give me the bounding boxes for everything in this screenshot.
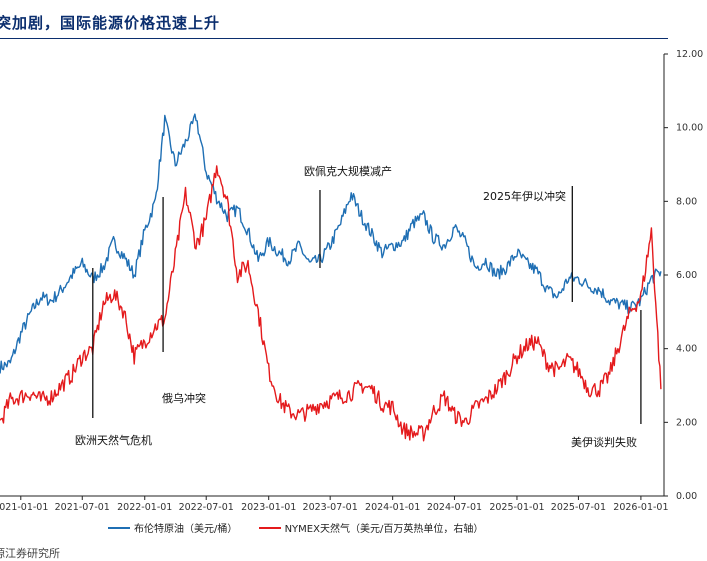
series-layer <box>0 113 662 442</box>
right-y-tick-label: 0.00 <box>676 491 697 502</box>
annotation-label: 欧洲天然气危机 <box>75 433 152 447</box>
brent-series-line <box>0 113 662 374</box>
gas-series-line <box>0 165 662 442</box>
right-y-tick-label: 2.00 <box>676 417 697 428</box>
chart-axes: 2021-01-01 2021-07-01 2022-01-01 2022-07-01… <box>0 49 703 513</box>
annotation-label: 2025年伊以冲突 <box>483 189 566 203</box>
legend-label-brent: 布伦特原油（美元/桶） <box>134 524 238 535</box>
x-tick-label: 2022-07-01 <box>179 502 234 513</box>
source-note: 源江券研究所 <box>0 547 60 560</box>
price-chart: 2021-01-01 2021-07-01 2022-01-01 2022-07-01… <box>0 49 703 513</box>
annotation-label: 美伊谈判失败 <box>571 435 637 449</box>
legend-swatch-gas <box>258 526 281 529</box>
x-tick-label: 2024-01-01 <box>365 502 420 513</box>
x-tick-label: 2026-01-01 <box>613 502 668 513</box>
right-y-tick-label: 12.00 <box>676 49 703 60</box>
legend-item-brent: 布伦特原油（美元/桶） <box>108 520 237 535</box>
right-y-tick-label: 6.00 <box>676 270 697 281</box>
chart-legend: 布伦特原油（美元/桶） NYMEX天然气（美元/百万英热单位，右轴） <box>108 520 501 535</box>
legend-item-gas: NYMEX天然气（美元/百万英热单位，右轴） <box>258 520 484 535</box>
page-title: 突加剧，国际能源价格迅速上升 <box>0 14 221 32</box>
annotation-label: 俄乌冲突 <box>162 391 206 405</box>
legend-label-gas: NYMEX天然气（美元/百万英热单位，右轴） <box>284 524 484 535</box>
right-y-tick-label: 10.00 <box>676 123 703 134</box>
x-tick-label: 2024-07-01 <box>427 502 482 513</box>
right-y-tick-label: 4.00 <box>676 344 697 355</box>
x-tick-label: 2025-07-01 <box>551 502 606 513</box>
x-tick-label: 2021-01-01 <box>0 502 48 513</box>
title-divider <box>0 38 668 39</box>
x-tick-label: 2023-07-01 <box>303 502 358 513</box>
legend-swatch-brent <box>108 526 130 529</box>
x-tick-label: 2021-07-01 <box>55 502 110 513</box>
annotation-label: 欧佩克大规模减产 <box>304 164 392 178</box>
right-y-tick-label: 8.00 <box>676 196 697 207</box>
x-tick-label: 2023-01-01 <box>241 502 296 513</box>
x-tick-label: 2022-01-01 <box>117 502 172 513</box>
x-tick-label: 2025-01-01 <box>489 502 544 513</box>
